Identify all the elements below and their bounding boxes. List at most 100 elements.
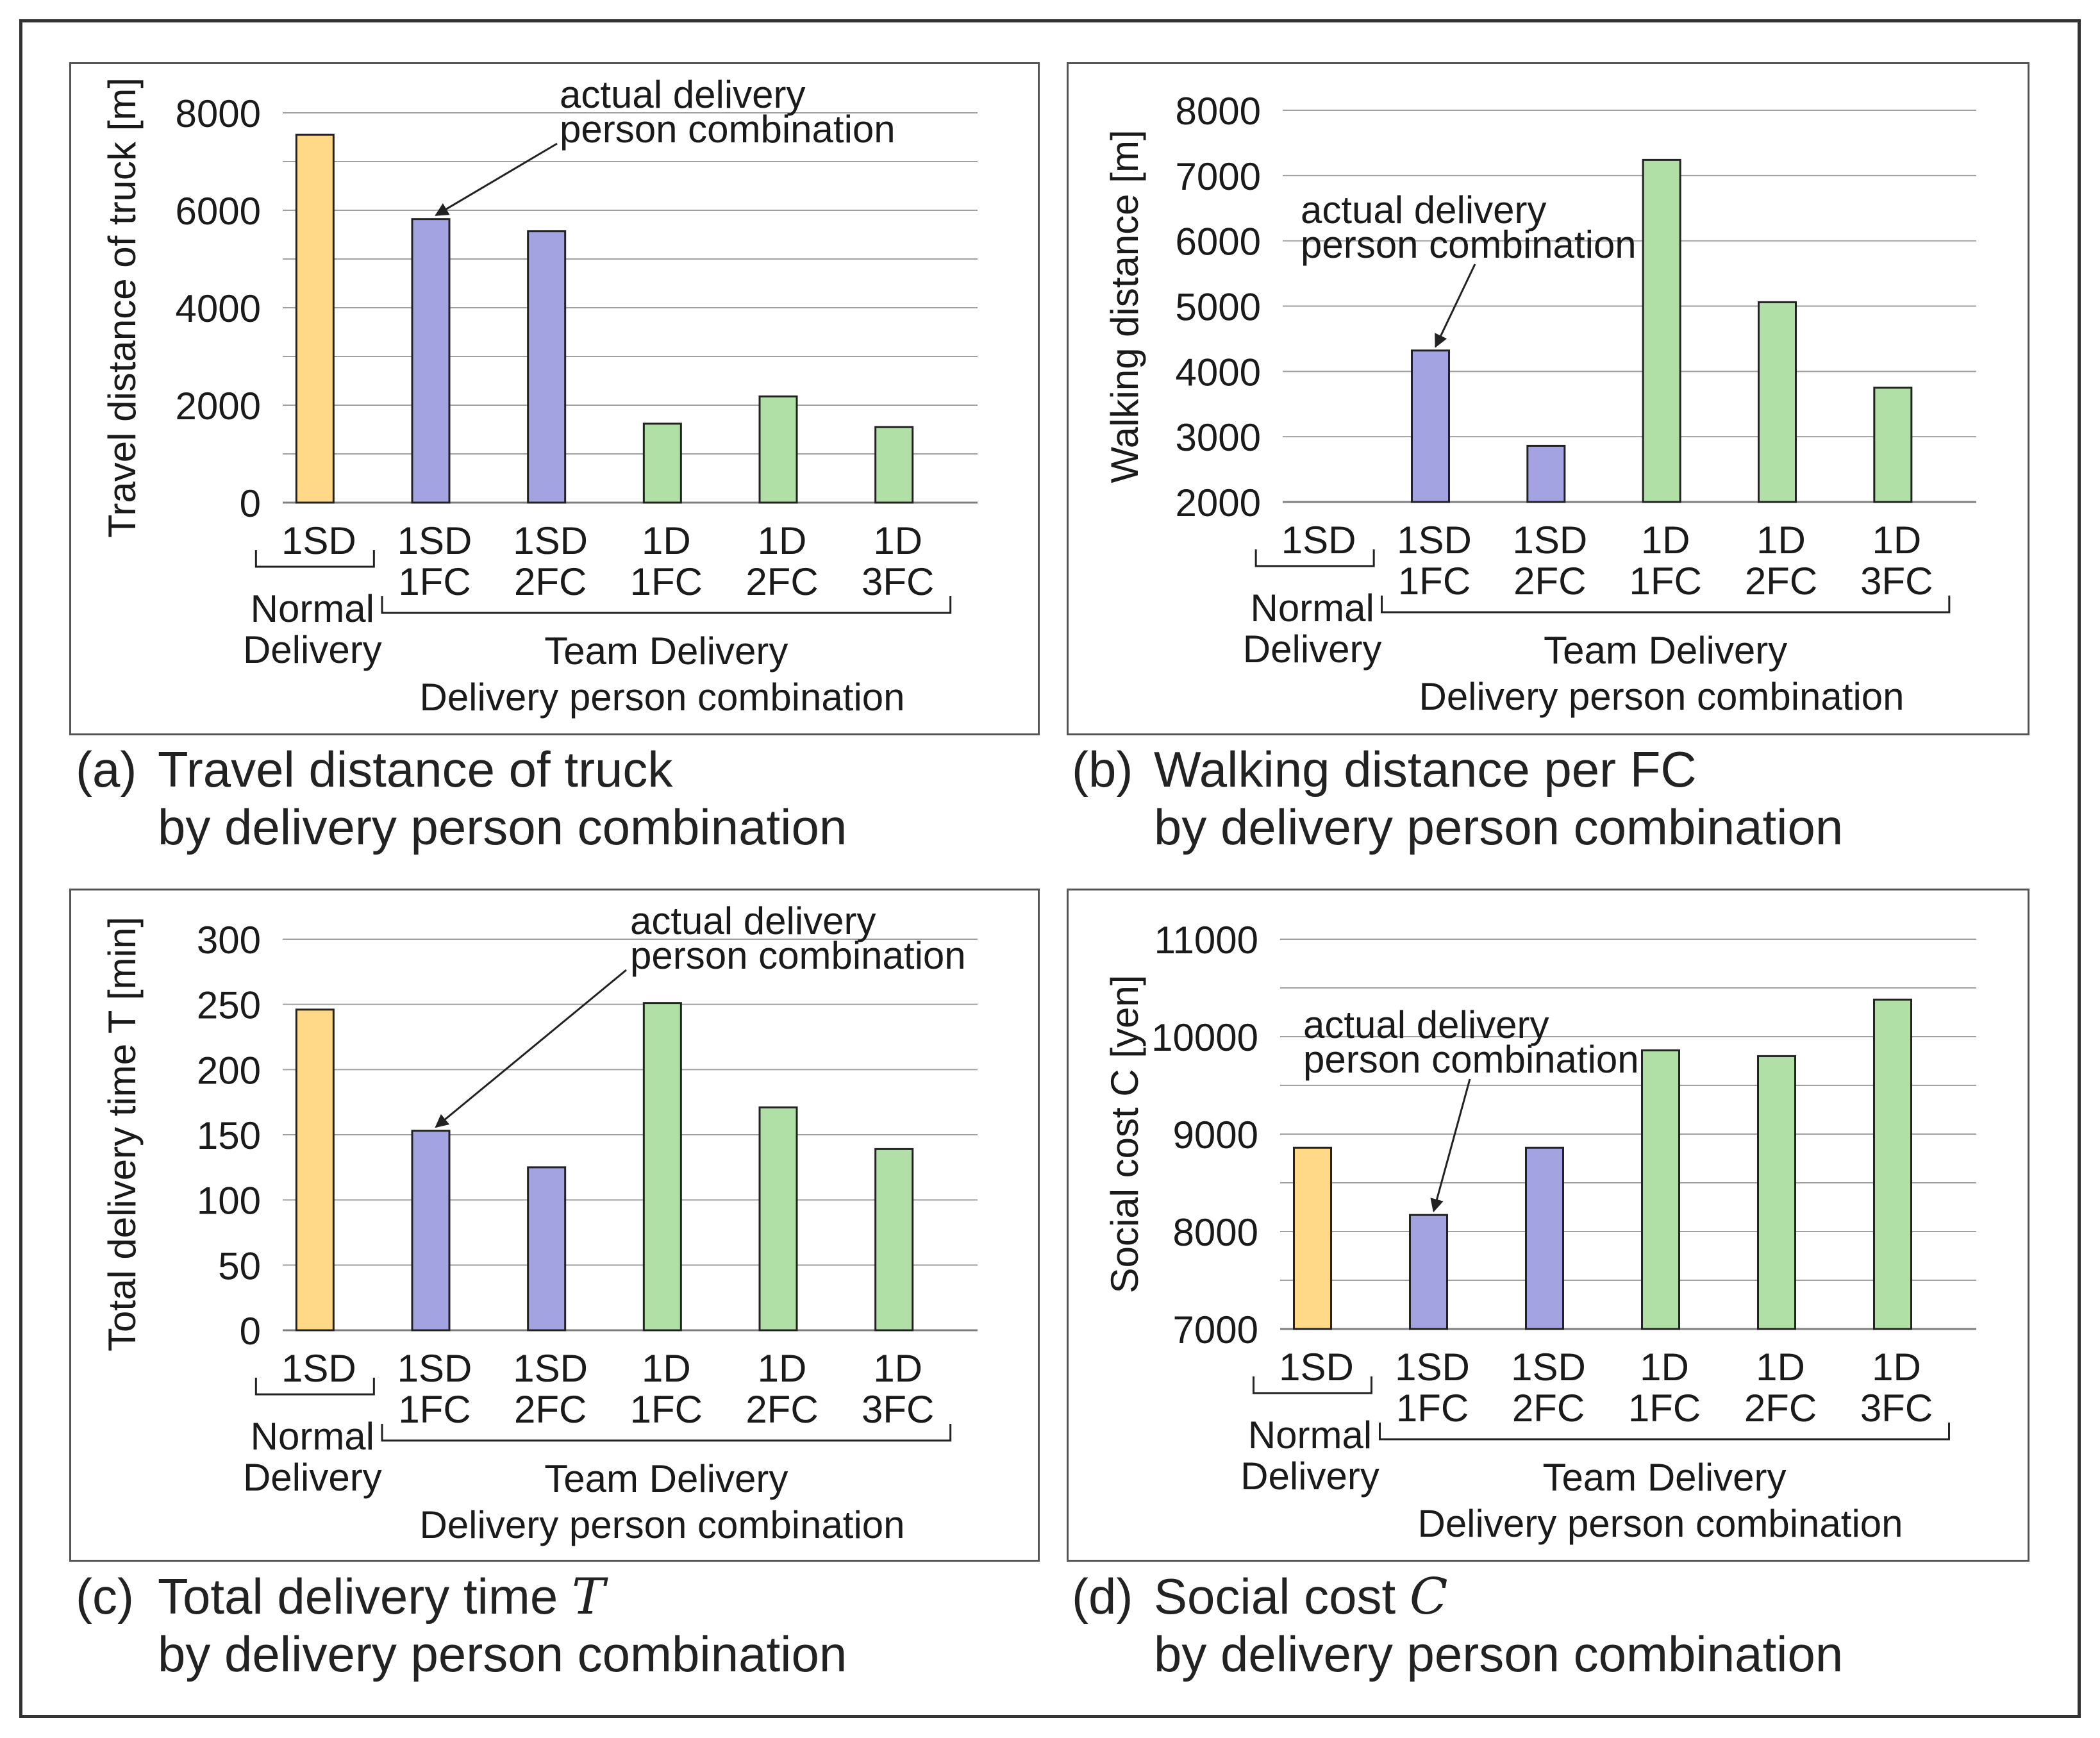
bar — [1409, 1214, 1448, 1330]
x-tick-label: 1D — [758, 519, 807, 562]
bar — [1641, 1049, 1680, 1330]
bar — [1526, 444, 1566, 503]
annotation-arrow — [435, 142, 558, 216]
caption-d-label: (d) — [1072, 1568, 1133, 1625]
caption-c-title: Total delivery time T — [158, 1567, 605, 1626]
x-tick-label: 2FC — [1513, 560, 1586, 603]
chart-travel-distance-svg: 0 2000 4000 6000 8000 Travel distance of truc… — [101, 73, 978, 719]
caption-c-subtitle: by delivery person combination — [158, 1626, 847, 1682]
bar — [642, 1002, 682, 1332]
x-tick-label: 1FC — [630, 560, 703, 603]
bar — [1525, 1146, 1564, 1330]
annotation-label: actual delivery — [1301, 188, 1547, 231]
annotation-label: person combination — [630, 934, 966, 977]
y-tick-label: 6000 — [1176, 221, 1261, 263]
y-tick-label: 0 — [240, 482, 261, 525]
x-tick-label: 1D — [1641, 519, 1690, 562]
bar — [1642, 158, 1681, 503]
x-tick-label: 1SD — [397, 1347, 472, 1390]
caption-c-title-variable: T — [571, 1568, 605, 1626]
panel-b-walking-distance: 2000 3000 4000 5000 6000 7000 8000 Walking dist… — [1067, 62, 2029, 735]
x-tick-label: 2FC — [746, 1388, 818, 1431]
y-axis-label: Social cost C [yen] — [1103, 975, 1146, 1294]
normal-delivery-label: Normal — [1250, 587, 1374, 630]
bar — [758, 395, 798, 504]
x-tick-label: 2FC — [1744, 1387, 1817, 1430]
x-tick-label: 1D — [642, 519, 691, 562]
x-axis-label: Delivery person combination — [1419, 675, 1904, 718]
y-tick-label: 2000 — [1176, 481, 1261, 524]
y-tick-label: 7000 — [1176, 155, 1261, 198]
y-tick-label: 11000 — [1154, 919, 1258, 962]
annotation-label: person combination — [560, 108, 896, 151]
x-tick-label: 1FC — [398, 1388, 471, 1431]
normal-delivery-label: Delivery — [243, 628, 382, 671]
x-tick-label: 1D — [1640, 1346, 1689, 1389]
x-tick-label: 1FC — [1628, 1387, 1701, 1430]
caption-a-title: Travel distance of truck — [158, 741, 673, 798]
team-delivery-label: Team Delivery — [544, 630, 788, 673]
normal-delivery-label: Normal — [251, 587, 374, 630]
caption-d-subtitle: by delivery person combination — [1154, 1626, 1844, 1682]
x-tick-label: 1FC — [630, 1388, 703, 1431]
bar — [874, 426, 914, 504]
bar — [411, 1130, 451, 1332]
caption-a-label: (a) — [76, 741, 137, 798]
caption-d-title-variable: C — [1409, 1568, 1448, 1626]
y-tick-label: 150 — [197, 1114, 261, 1157]
x-axis-label: Delivery person combination — [1417, 1502, 1903, 1545]
chart-delivery-time-svg: 0 50 100 150 200 250 300 Total delivery time T … — [101, 899, 978, 1546]
x-tick-label: 3FC — [1860, 560, 1933, 603]
x-tick-label: 1D — [758, 1347, 807, 1390]
y-tick-label: 300 — [197, 919, 261, 962]
annotation-label: actual delivery — [560, 73, 806, 116]
annotation-label: actual delivery — [1303, 1003, 1549, 1046]
panel-c-delivery-time: 0 50 100 150 200 250 300 Total delivery time T … — [69, 889, 1040, 1562]
x-tick-label: 1D — [642, 1347, 691, 1390]
y-axis-label: Total delivery time T [min] — [101, 917, 144, 1351]
x-tick-label: 1SD — [1395, 1346, 1470, 1389]
x-tick-label: 1D — [873, 1347, 922, 1390]
y-tick-label: 6000 — [176, 190, 261, 233]
x-tick-label: 1D — [1872, 1346, 1921, 1389]
x-tick-label: 1FC — [1398, 560, 1471, 603]
normal-delivery-label: Delivery — [1243, 628, 1382, 671]
chart-walking-distance-svg: 2000 3000 4000 5000 6000 7000 8000 Walking dist… — [1103, 90, 1976, 718]
x-tick-label: 2FC — [514, 560, 587, 603]
x-tick-label: 1D — [1756, 1346, 1805, 1389]
x-tick-label: 1D — [873, 519, 922, 562]
annotation-label: person combination — [1303, 1038, 1639, 1081]
bar — [527, 230, 567, 504]
x-tick-label: 3FC — [862, 560, 934, 603]
normal-delivery-bracket — [1254, 549, 1375, 567]
bar — [1293, 1146, 1332, 1330]
y-tick-label: 9000 — [1173, 1114, 1258, 1157]
bar — [758, 1106, 798, 1332]
bar — [1758, 301, 1797, 503]
normal-delivery-label: Normal — [1248, 1414, 1372, 1457]
x-axis-label: Delivery person combination — [419, 676, 904, 719]
x-tick-label: 1SD — [1511, 1346, 1586, 1389]
x-tick-label: 1FC — [1629, 560, 1701, 603]
bar — [1757, 1055, 1796, 1330]
y-tick-label: 50 — [218, 1244, 261, 1287]
x-tick-label: 3FC — [862, 1388, 934, 1431]
annotation-label: person combination — [1301, 223, 1637, 266]
y-tick-label: 3000 — [1176, 416, 1261, 459]
normal-delivery-label: Delivery — [1240, 1455, 1379, 1498]
team-delivery-label: Team Delivery — [1544, 629, 1787, 672]
y-tick-label: 8000 — [1173, 1211, 1258, 1254]
bar — [295, 1008, 335, 1332]
bar — [411, 218, 451, 504]
bar — [1873, 998, 1912, 1330]
team-delivery-bracket — [381, 596, 952, 614]
bar — [642, 422, 682, 504]
caption-a-subtitle: by delivery person combination — [158, 799, 847, 855]
x-tick-label: 1SD — [1281, 519, 1356, 562]
x-tick-label: 1SD — [1397, 519, 1472, 562]
normal-delivery-label: Normal — [251, 1415, 374, 1458]
y-tick-label: 5000 — [1176, 286, 1261, 329]
annotation-arrow — [435, 969, 627, 1128]
x-axis-label: Delivery person combination — [419, 1503, 904, 1546]
